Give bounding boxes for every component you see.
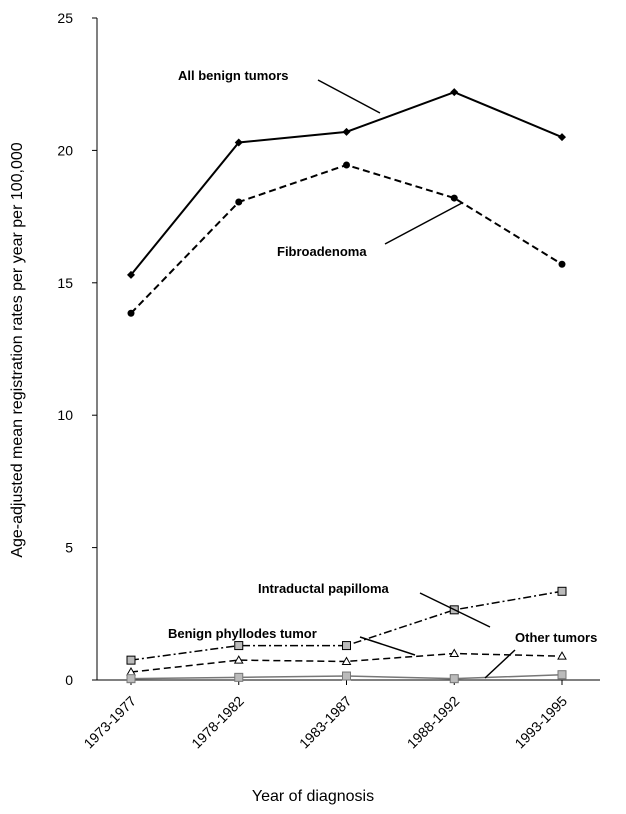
- leader-line: [359, 636, 416, 656]
- point: [450, 88, 459, 97]
- series-line: [130, 163, 563, 314]
- y-tick-label: 5: [65, 540, 73, 556]
- point: [557, 670, 567, 680]
- y-tick-label: 20: [57, 142, 73, 158]
- leader-line: [419, 592, 491, 628]
- x-tick-label: 1988-1992: [404, 693, 463, 752]
- x-tick-label: 1978-1982: [188, 693, 247, 752]
- annotation: Other tumors: [515, 630, 597, 645]
- point: [558, 260, 566, 268]
- y-tick-label: 0: [65, 672, 73, 688]
- point: [127, 270, 135, 279]
- point: [450, 194, 458, 202]
- point: [342, 671, 351, 681]
- x-tick-label: 1983-1987: [296, 693, 355, 752]
- series-line: [130, 652, 563, 673]
- point: [342, 641, 351, 651]
- annotation: Intraductal papilloma: [258, 581, 390, 596]
- point: [234, 672, 244, 682]
- x-tick-label: 1993-1995: [511, 693, 570, 752]
- point: [449, 674, 459, 684]
- point: [127, 309, 135, 317]
- point: [234, 138, 243, 147]
- point: [126, 674, 136, 684]
- point: [558, 133, 566, 142]
- point: [126, 655, 136, 665]
- x-tick-label: 1973-1977: [80, 693, 139, 752]
- annotation: Fibroadenoma: [277, 244, 367, 259]
- y-tick-label: 25: [57, 10, 73, 26]
- annotation: Benign phyllodes tumor: [168, 626, 317, 641]
- point: [233, 655, 244, 664]
- y-tick-label: 15: [57, 275, 73, 291]
- point: [341, 656, 352, 665]
- y-tick-label: 10: [57, 407, 73, 423]
- x-axis-label: Year of diagnosis: [252, 788, 374, 805]
- y-axis-label: Age-adjusted mean registration rates per…: [9, 142, 26, 557]
- point: [557, 651, 567, 660]
- leader-line: [384, 202, 463, 245]
- annotation: All benign tumors: [178, 68, 289, 83]
- point: [343, 161, 350, 169]
- point: [342, 127, 351, 136]
- leader-line: [484, 649, 516, 679]
- point: [557, 586, 567, 596]
- leader-line: [317, 79, 381, 114]
- point: [234, 641, 244, 651]
- point: [235, 198, 243, 206]
- point: [449, 648, 460, 658]
